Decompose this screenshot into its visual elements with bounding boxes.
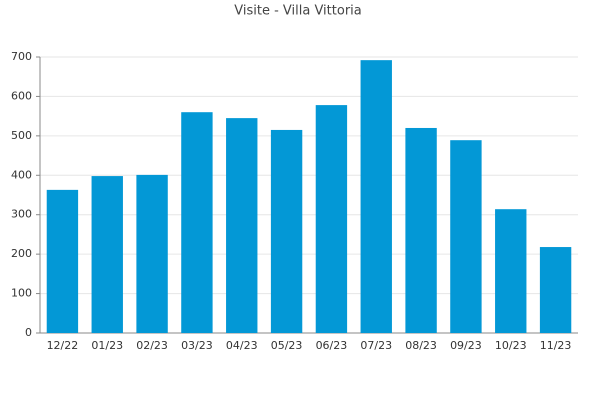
y-tick-label: 300 xyxy=(11,208,32,221)
x-tick-label: 05/23 xyxy=(271,339,303,352)
x-tick-label: 04/23 xyxy=(226,339,258,352)
x-tick-label: 08/23 xyxy=(405,339,437,352)
bar xyxy=(360,60,392,333)
bar xyxy=(226,118,258,333)
y-tick-label: 400 xyxy=(11,168,32,181)
y-tick-label: 700 xyxy=(11,50,32,63)
x-tick-label: 09/23 xyxy=(450,339,482,352)
x-tick-label: 02/23 xyxy=(136,339,168,352)
bar xyxy=(136,174,168,333)
x-tick-label: 03/23 xyxy=(181,339,213,352)
bar xyxy=(181,112,213,333)
bar xyxy=(539,247,572,333)
bar xyxy=(405,127,437,333)
x-tick-label: 12/22 xyxy=(47,339,79,352)
bar xyxy=(315,105,348,333)
bar xyxy=(46,189,79,333)
y-tick-label: 0 xyxy=(25,326,32,339)
bar xyxy=(91,176,123,333)
x-tick-label: 11/23 xyxy=(540,339,572,352)
bar xyxy=(270,129,303,333)
bar xyxy=(495,209,527,333)
y-tick-label: 500 xyxy=(11,129,32,142)
chart-title: Visite - Villa Vittoria xyxy=(234,4,362,19)
bar xyxy=(450,140,482,333)
x-tick-label: 06/23 xyxy=(316,339,348,352)
x-tick-label: 01/23 xyxy=(91,339,123,352)
y-tick-label: 200 xyxy=(11,247,32,260)
x-tick-label: 07/23 xyxy=(360,339,392,352)
y-tick-label: 100 xyxy=(11,287,32,300)
x-tick-label: 10/23 xyxy=(495,339,527,352)
y-tick-label: 600 xyxy=(11,89,32,102)
